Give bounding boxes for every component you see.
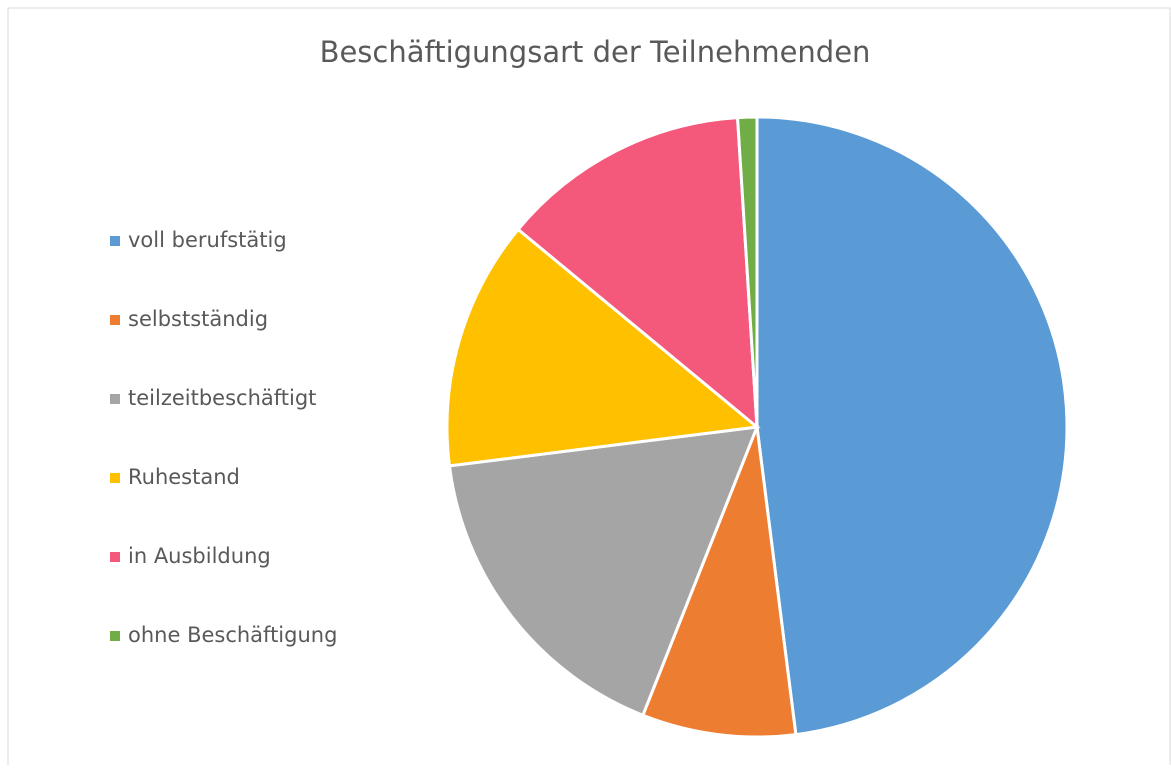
- legend-label: Ruhestand: [128, 465, 240, 489]
- legend-swatch: [110, 552, 120, 562]
- pie-slice: [735, 115, 759, 428]
- legend-label: ohne Beschäftigung: [128, 623, 337, 647]
- legend-label: voll berufstätig: [128, 228, 287, 252]
- pie-slice: [447, 425, 760, 718]
- legend-swatch: [110, 315, 120, 325]
- legend-swatch: [110, 631, 120, 641]
- pie-slice: [445, 227, 761, 468]
- pie-slice: [640, 426, 798, 739]
- legend-label: in Ausbildung: [128, 544, 271, 568]
- pie-slice: [755, 115, 1069, 737]
- legend-swatch: [110, 473, 120, 483]
- legend-swatch: [110, 394, 120, 404]
- pie-slice: [516, 116, 759, 431]
- legend-label: selbstständig: [128, 307, 268, 331]
- chart-title: Beschäftigungsart der Teilnehmenden: [320, 35, 871, 69]
- legend-label: teilzeitbeschäftigt: [128, 386, 316, 410]
- legend-swatch: [110, 236, 120, 246]
